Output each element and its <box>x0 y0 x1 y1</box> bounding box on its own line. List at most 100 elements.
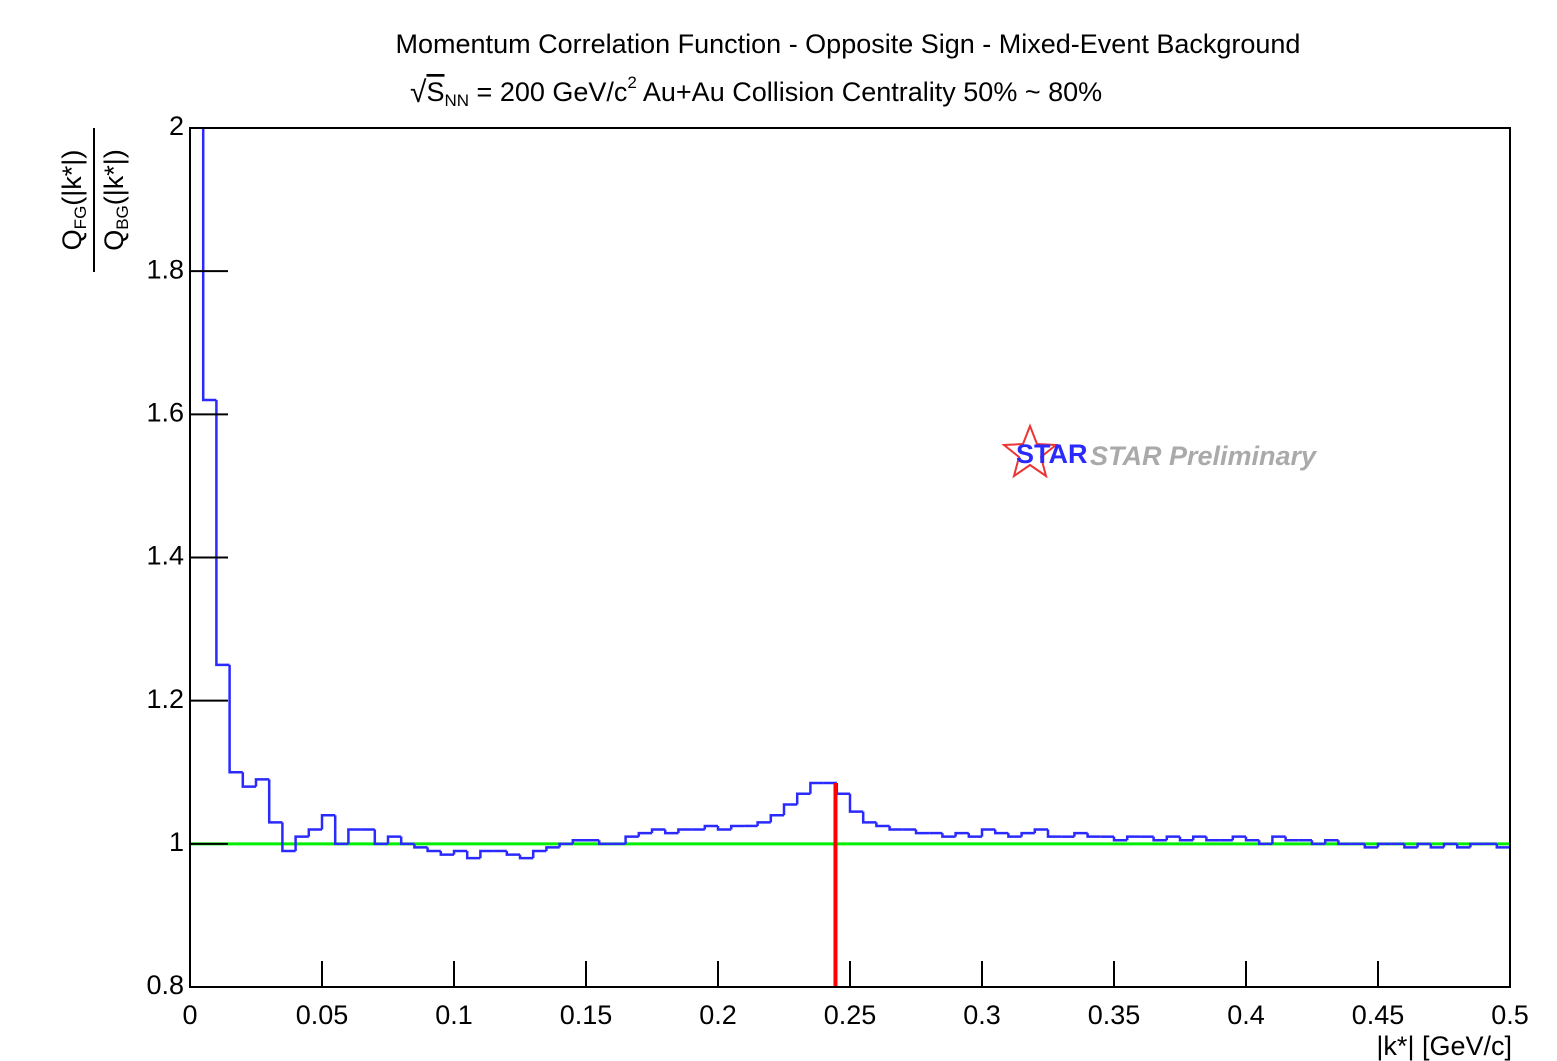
sub: FG <box>71 206 90 230</box>
q: Q <box>99 230 129 251</box>
y-tick-label: 0.8 <box>146 970 184 1000</box>
histogram-bin <box>993 829 1009 835</box>
watermark-text: STAR Preliminary <box>1090 441 1318 471</box>
y-tick-label: 1.8 <box>146 254 184 284</box>
histogram-bin <box>413 843 428 849</box>
s-sub: NN <box>444 91 469 110</box>
y-tick-label: 1 <box>169 827 184 857</box>
x-tick-label: 0.15 <box>560 1000 613 1030</box>
y-tick-label: 2 <box>169 111 184 141</box>
histogram-bin <box>1337 840 1352 846</box>
histogram-bin <box>281 822 296 853</box>
sup: 2 <box>627 73 636 92</box>
histogram-bin <box>861 811 877 824</box>
histogram-bin <box>347 828 362 844</box>
histogram-bin <box>954 831 969 837</box>
histogram-bin <box>1205 836 1220 842</box>
histogram-bin <box>1152 836 1167 842</box>
histogram-bin <box>399 836 415 846</box>
y-label: QFG(|k*|) QBG(|k*|) <box>57 128 132 272</box>
histogram-bin <box>254 778 270 787</box>
x-tick-label: 0.25 <box>824 1000 877 1030</box>
histogram-bin <box>941 833 956 838</box>
histogram-bin <box>531 849 547 859</box>
histogram-bin <box>756 821 771 826</box>
histogram-bin <box>1455 843 1471 849</box>
x-tick-label: 0.5 <box>1491 1000 1529 1030</box>
histogram-bin <box>663 829 679 835</box>
x-tick-label: 0.4 <box>1227 1000 1265 1030</box>
x-tick-label: 0.45 <box>1352 1000 1405 1030</box>
histogram-bin <box>980 828 996 837</box>
histogram-bin <box>333 815 349 846</box>
histogram-bin <box>558 842 573 848</box>
histogram-bin <box>1046 829 1062 838</box>
histogram-bin <box>201 128 217 402</box>
histogram-bin <box>518 854 534 860</box>
histogram-bin <box>650 828 666 834</box>
histogram-bin <box>1495 843 1510 849</box>
histogram-bin <box>1020 831 1035 837</box>
y-label-den: QBG(|k*|) <box>99 149 132 251</box>
histogram-bin <box>1403 843 1418 849</box>
y-tick-label: 1.6 <box>146 397 184 427</box>
y-label-num: QFG(|k*|) <box>57 150 90 251</box>
histogram-bin <box>624 835 639 844</box>
logo-text: STAR <box>1016 439 1088 469</box>
histogram-bin <box>1086 833 1101 838</box>
histogram-bin <box>439 850 454 856</box>
histogram-bin <box>875 822 890 828</box>
histogram-bin <box>215 400 230 667</box>
histogram-bin <box>1257 840 1273 846</box>
histogram-bin <box>914 829 930 835</box>
histogram-bin <box>729 824 745 830</box>
x-tick-label: 0.3 <box>963 1000 1001 1030</box>
histogram-bin <box>294 835 309 851</box>
histogram-bin <box>1191 835 1207 841</box>
x-tick-label: 0.35 <box>1088 1000 1141 1030</box>
histogram-bin <box>386 835 402 844</box>
histogram-bin <box>1073 831 1088 837</box>
histogram-bin <box>835 782 850 795</box>
histogram-bin <box>1231 835 1246 841</box>
histogram-bin <box>1363 843 1378 849</box>
arg: (|k*|) <box>57 150 87 206</box>
histogram-bin <box>848 793 864 813</box>
histogram-bin <box>1310 840 1326 846</box>
histogram-bin <box>703 824 718 830</box>
histogram-bin <box>809 781 824 794</box>
x-tick-label: 0.1 <box>435 1000 473 1030</box>
histogram-bin <box>267 779 283 824</box>
x-tick-label: 0.2 <box>699 1000 737 1030</box>
histogram-bin <box>769 813 784 823</box>
histogram-bin <box>228 664 243 774</box>
sqrt: √ <box>410 76 427 109</box>
histogram-bin <box>1429 843 1444 849</box>
histogram-bin <box>479 849 494 859</box>
histogram-bin <box>1416 842 1431 848</box>
histogram-bin <box>241 772 256 788</box>
x-label: |k*| [GeV/c] <box>1376 1031 1512 1061</box>
histogram-bin <box>452 849 468 855</box>
histogram-bin <box>465 850 481 860</box>
histogram-bin <box>716 825 732 831</box>
histogram-bin <box>888 825 903 831</box>
histogram-bin <box>782 803 798 816</box>
histogram-bin <box>1125 835 1141 841</box>
x-tick-label: 0 <box>182 1000 197 1030</box>
histogram-bin <box>1165 835 1180 841</box>
histogram-bin <box>1112 836 1128 842</box>
histogram-bin <box>1323 839 1339 844</box>
histogram-bin <box>597 840 613 846</box>
histogram-bin <box>1007 833 1022 838</box>
y-tick-label: 1.2 <box>146 684 184 714</box>
s: S <box>426 77 444 107</box>
plot-area <box>190 128 1510 987</box>
histogram-bin <box>795 792 811 805</box>
histogram-bin <box>637 831 652 837</box>
histogram-bin <box>1271 835 1286 844</box>
q: Q <box>57 229 87 250</box>
sub: BG <box>113 205 132 230</box>
histogram-bin <box>307 828 322 837</box>
